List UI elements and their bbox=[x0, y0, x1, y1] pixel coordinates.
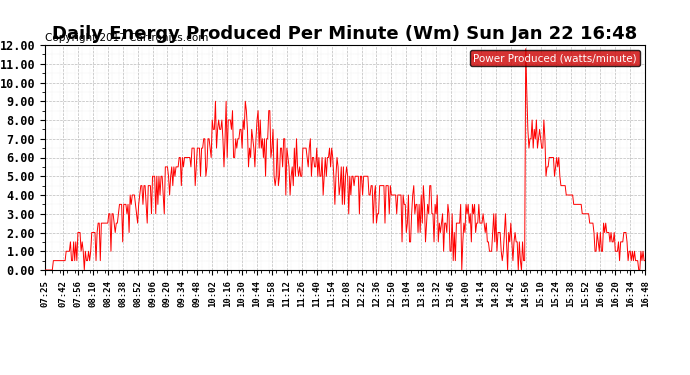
Text: Copyright 2017 Cartronics.com: Copyright 2017 Cartronics.com bbox=[45, 33, 208, 43]
Legend: Power Produced (watts/minute): Power Produced (watts/minute) bbox=[470, 50, 640, 66]
Title: Daily Energy Produced Per Minute (Wm) Sun Jan 22 16:48: Daily Energy Produced Per Minute (Wm) Su… bbox=[52, 26, 638, 44]
